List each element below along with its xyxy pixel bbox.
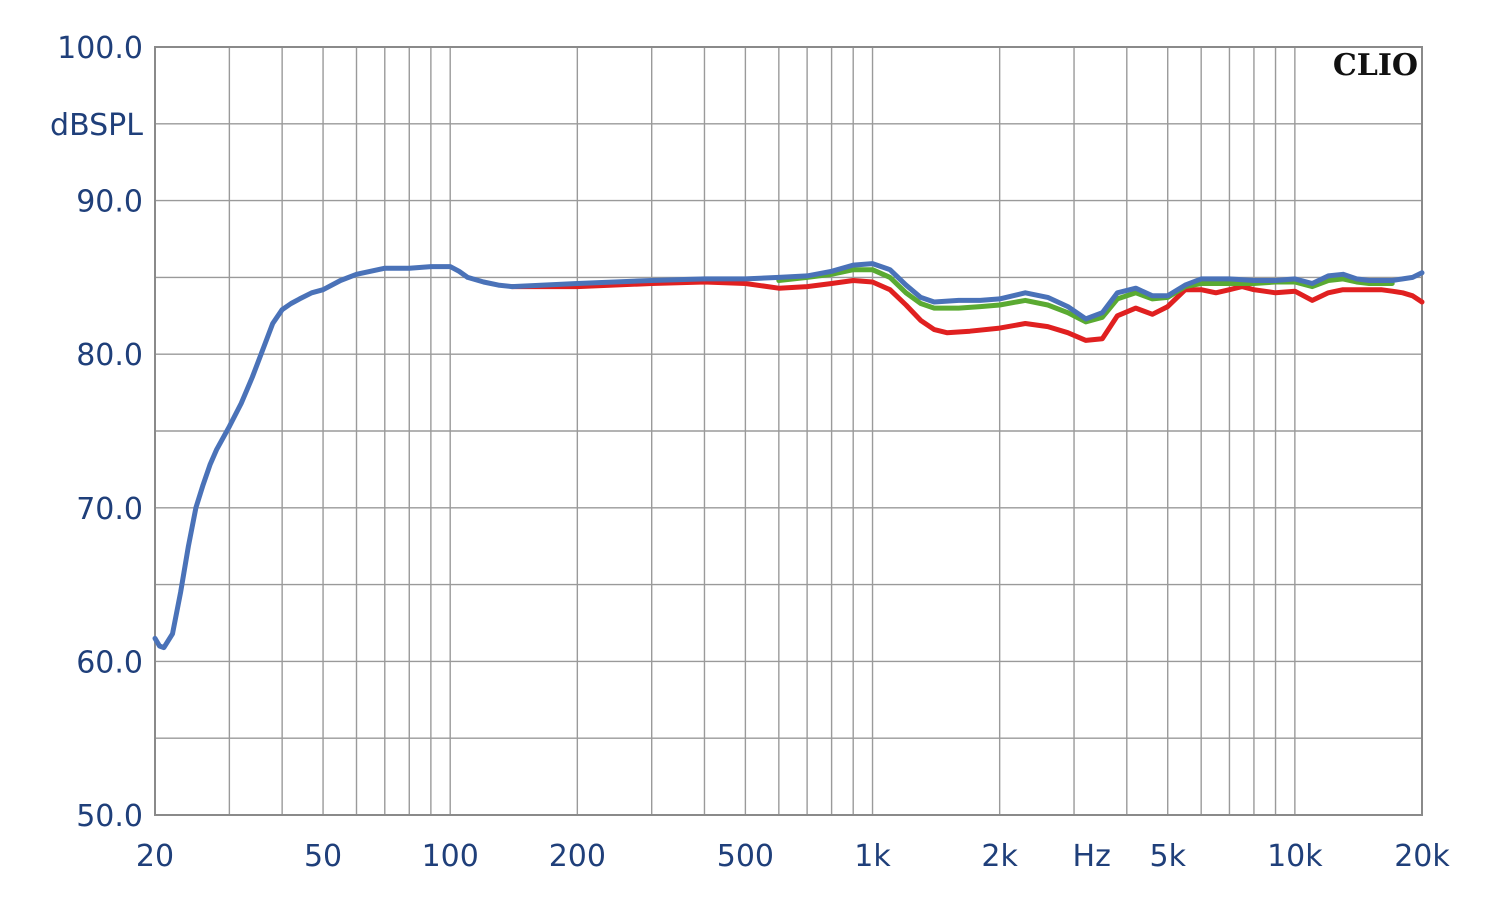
series-line-2 (776, 267, 1395, 325)
y-tick-label: 90.0 (76, 185, 143, 220)
x-tick-label: 100 (422, 839, 479, 874)
x-tick-label: 200 (549, 839, 606, 874)
series-line-3 (152, 261, 1425, 651)
y-tick-label: 100.0 (57, 31, 143, 66)
y-tick-label: 60.0 (76, 645, 143, 680)
x-tick-label: 50 (304, 839, 342, 874)
clio-logo-text: CLIO (1333, 48, 1418, 83)
y-tick-label: 70.0 (76, 492, 143, 527)
x-tick-label: 1k (854, 839, 891, 874)
series-line-1 (509, 278, 1425, 343)
x-tick-label: 20k (1394, 839, 1450, 874)
x-tick-label: 5k (1149, 839, 1186, 874)
x-tick-labels: 20 50 100 200 500 1k 2k 5k 10k 20k (136, 839, 1450, 874)
series-curves (152, 261, 1425, 651)
y-tick-label: 80.0 (76, 338, 143, 373)
x-tick-label: 10k (1267, 839, 1323, 874)
x-axis-label: Hz (1073, 839, 1111, 874)
x-tick-label: 500 (717, 839, 774, 874)
x-tick-label: 20 (136, 839, 174, 874)
y-tick-labels: 100.0 90.0 80.0 70.0 60.0 50.0 (57, 31, 143, 834)
grid-lines (154, 46, 1423, 816)
x-tick-label: 2k (981, 839, 1018, 874)
plot-area-frame (154, 46, 1423, 816)
y-axis-label: dBSPL (50, 108, 143, 143)
y-tick-label: 50.0 (76, 799, 143, 834)
